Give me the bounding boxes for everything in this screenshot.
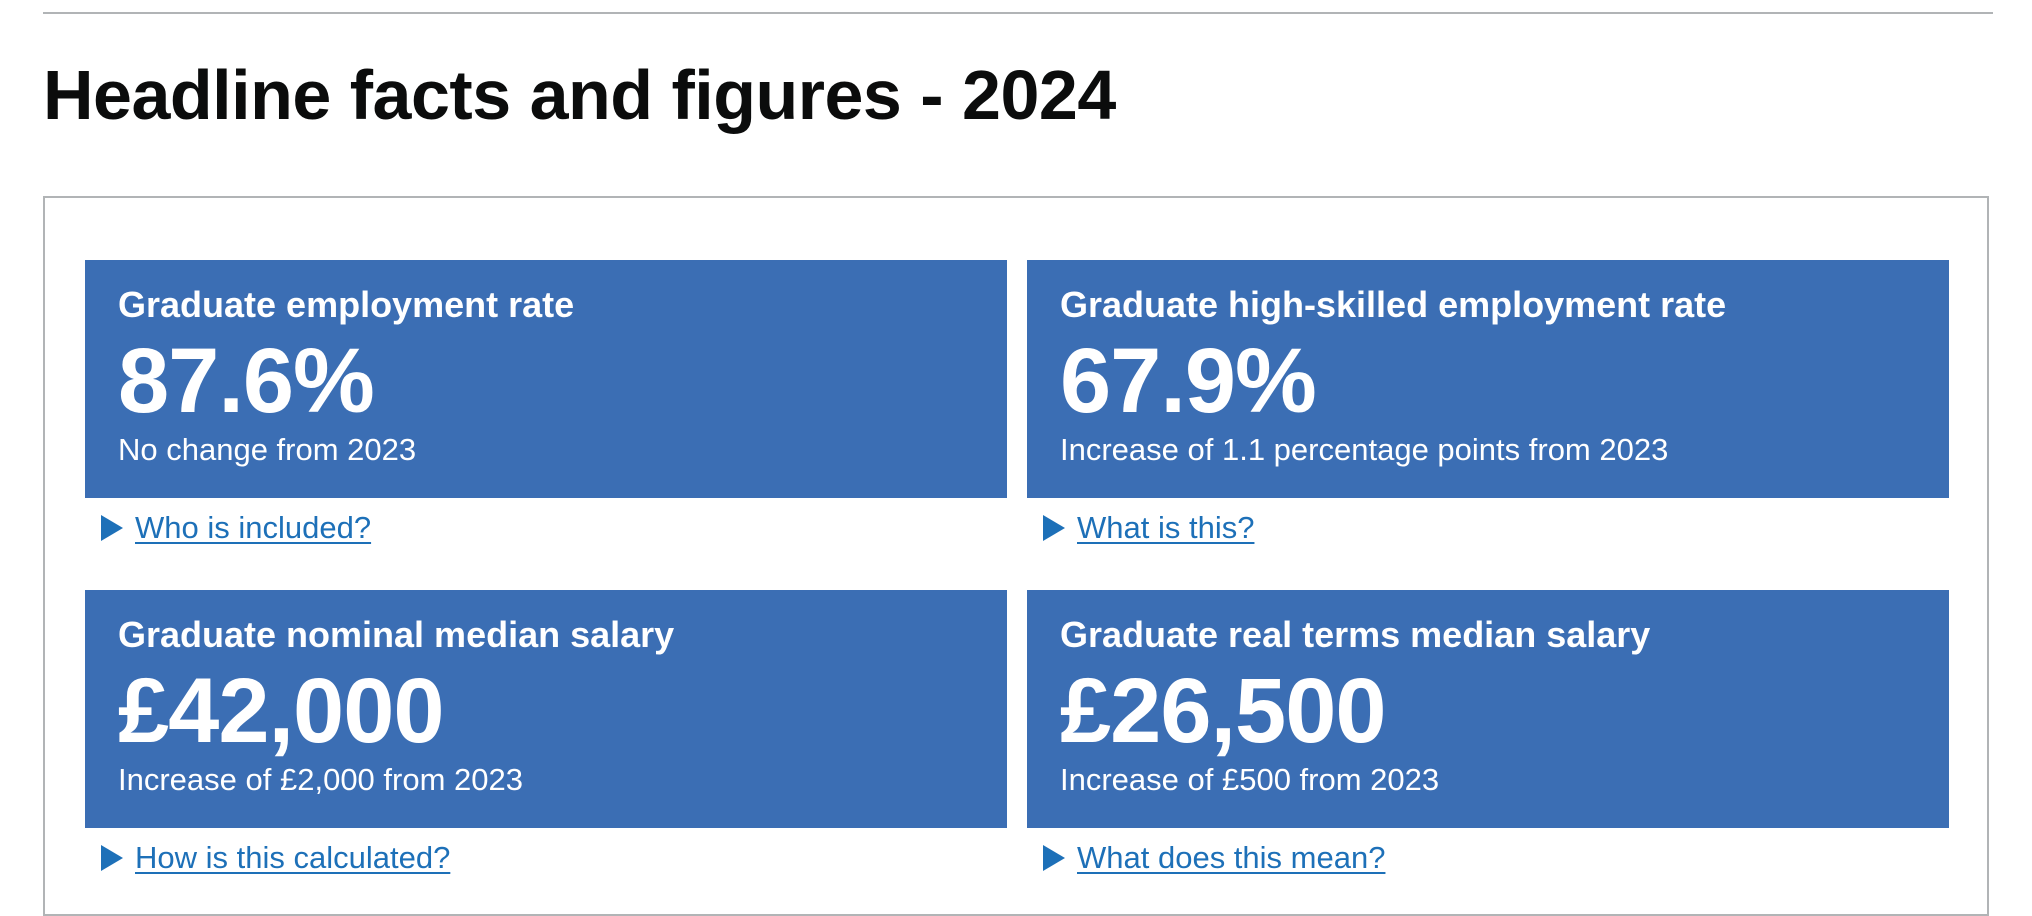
stat-change: Increase of 1.1 percentage points from 2… (1060, 432, 1669, 467)
stat-real-terms-median-salary: Graduate real terms median salary £26,50… (1027, 590, 1949, 888)
stat-change: Increase of £500 from 2023 (1060, 762, 1440, 797)
triangle-right-icon[interactable] (1043, 515, 1065, 541)
details-summary-link[interactable]: Who is included? (135, 510, 372, 545)
stat-title: Graduate real terms median salary (1060, 614, 1651, 655)
stat-value: 67.9% (1060, 330, 1317, 432)
details-toggle-what-is-this[interactable]: What is this? (1027, 498, 1949, 558)
stat-title: Graduate employment rate (118, 284, 575, 325)
details-toggle-who-is-included[interactable]: Who is included? (85, 498, 1007, 558)
stat-high-skilled-employment-rate: Graduate high-skilled employment rate 67… (1027, 260, 1949, 558)
stat-change: Increase of £2,000 from 2023 (118, 762, 523, 797)
top-divider (43, 12, 1993, 14)
details-summary-link[interactable]: What does this mean? (1077, 840, 1386, 875)
page: Headline facts and figures - 2024 Gradua… (43, 0, 1993, 916)
stat-tile: Graduate employment rate 87.6% No change… (85, 260, 1007, 498)
stat-title: Graduate nominal median salary (118, 614, 675, 655)
triangle-right-icon[interactable] (101, 515, 123, 541)
triangle-right-icon[interactable] (1043, 845, 1065, 871)
page-title: Headline facts and figures - 2024 (43, 56, 1116, 134)
stat-tile: Graduate nominal median salary £42,000 I… (85, 590, 1007, 828)
stat-tile: Graduate high-skilled employment rate 67… (1027, 260, 1949, 498)
stat-nominal-median-salary: Graduate nominal median salary £42,000 I… (85, 590, 1007, 888)
stat-title: Graduate high-skilled employment rate (1060, 284, 1727, 325)
details-summary-link[interactable]: What is this? (1077, 510, 1255, 545)
stat-value: £42,000 (118, 660, 445, 762)
stat-employment-rate: Graduate employment rate 87.6% No change… (85, 260, 1007, 558)
triangle-right-icon[interactable] (101, 845, 123, 871)
stat-value: £26,500 (1060, 660, 1387, 762)
stat-tile: Graduate real terms median salary £26,50… (1027, 590, 1949, 828)
details-summary-link[interactable]: How is this calculated? (135, 840, 451, 875)
stat-value: 87.6% (118, 330, 375, 432)
headline-panel: Graduate employment rate 87.6% No change… (43, 196, 1989, 916)
stat-change: No change from 2023 (118, 432, 417, 467)
details-toggle-how-is-this-calculated[interactable]: How is this calculated? (85, 828, 1007, 888)
stats-grid: Graduate employment rate 87.6% No change… (85, 260, 1949, 888)
details-toggle-what-does-this-mean[interactable]: What does this mean? (1027, 828, 1949, 888)
